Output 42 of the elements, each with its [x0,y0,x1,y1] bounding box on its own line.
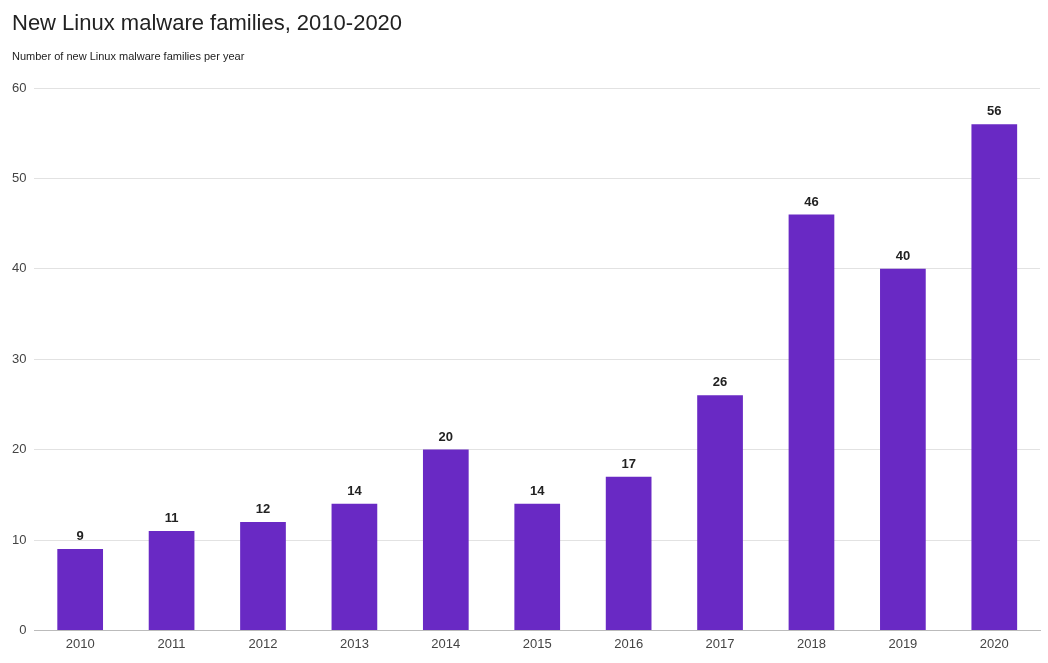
x-tick-label: 2015 [522,635,552,651]
data-label: 12 [255,501,271,516]
bar [514,503,561,630]
bar [148,530,195,630]
data-label: 14 [347,482,363,498]
bar [971,124,1018,630]
y-tick-label: 30 [11,350,27,366]
x-tick-label: 2013 [339,635,369,651]
x-tick-label: 2010 [65,635,95,651]
x-tick-label: 2018 [797,635,826,651]
chart-subtitle: Number of new Linux malware families per year [12,50,245,62]
data-label: 20 [438,428,454,444]
data-label: 40 [895,247,911,263]
x-tick-label: 2014 [431,635,461,651]
data-label: 11 [164,510,179,526]
x-tick-label: 2012 [248,635,278,651]
y-tick-label: 60 [11,79,27,95]
chart-title: New Linux malware families, 2010-2020 [12,10,403,36]
bar [57,549,104,630]
y-tick-label: 0 [19,621,27,637]
y-tick-label: 10 [11,531,27,547]
x-tick-label: 2017 [705,635,735,651]
data-label: 46 [804,193,819,209]
bar [697,395,743,630]
x-tick-label: 2011 [157,635,186,651]
bar [240,521,286,630]
bar [788,214,835,630]
data-label: 14 [530,482,546,498]
data-label: 9 [76,528,84,544]
x-tick-label: 2016 [614,635,644,651]
x-tick-label: 2020 [979,635,1009,651]
y-tick-label: 50 [11,169,27,185]
y-tick-label: 40 [11,260,27,276]
bar [331,503,378,630]
bar [422,449,469,630]
data-label: 26 [712,374,728,390]
y-tick-label: 20 [11,441,27,457]
x-tick-label: 2019 [888,635,918,651]
bar [880,268,926,630]
data-label: 17 [621,455,636,471]
data-label: 56 [987,103,1002,119]
bar [605,476,652,630]
